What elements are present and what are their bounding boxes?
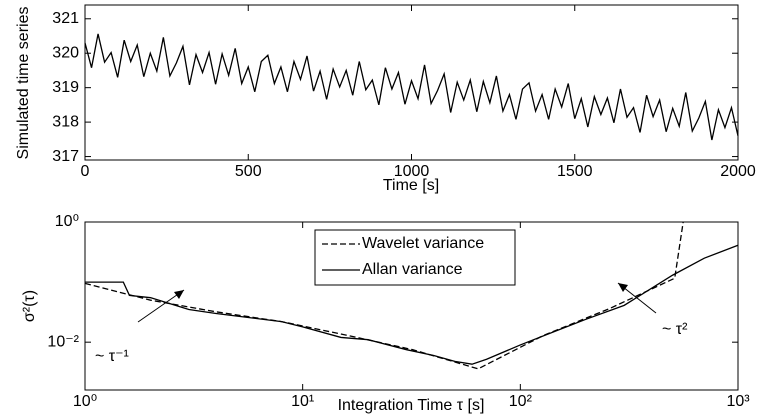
y-tick-label: 319 [52,79,79,96]
legend [314,229,516,286]
y-tick-label: 10⁰ [55,213,79,230]
y-axis-label: Simulated time series [15,7,32,160]
x-tick-label: 500 [235,163,262,180]
data-line [85,244,739,365]
x-tick-label: 10¹ [291,393,314,410]
x-axis-label: Time [s] [383,177,439,194]
y-tick-label: 320 [52,44,79,61]
legend-label: Wavelet variance [362,235,484,252]
y-tick-label: 321 [52,10,79,27]
y-tick-label: 318 [52,113,79,130]
y-tick-label: 317 [52,148,79,165]
arrow-head [618,283,628,292]
plot-frame [84,221,739,391]
annotation: ~ τ⁻¹ [95,348,129,365]
x-tick-label: 0 [81,163,90,180]
x-tick-label: 1500 [557,163,593,180]
y-tick-label: 10⁻² [47,333,79,350]
legend-label: Allan variance [362,261,463,278]
arrow-head [174,290,184,299]
x-tick-label: 1000 [394,163,430,180]
arrow [137,289,185,323]
x-tick-label: 10² [509,393,533,410]
data-line [84,221,684,370]
y-axis-label: σ²(τ) [21,290,38,322]
annotation: ~ τ² [662,321,688,338]
data-line [84,33,739,141]
x-axis-label: Integration Time τ [s] [338,397,485,414]
x-tick-label: 10⁰ [73,393,97,410]
x-tick-label: 10³ [726,393,750,410]
x-tick-label: 2000 [720,163,756,180]
